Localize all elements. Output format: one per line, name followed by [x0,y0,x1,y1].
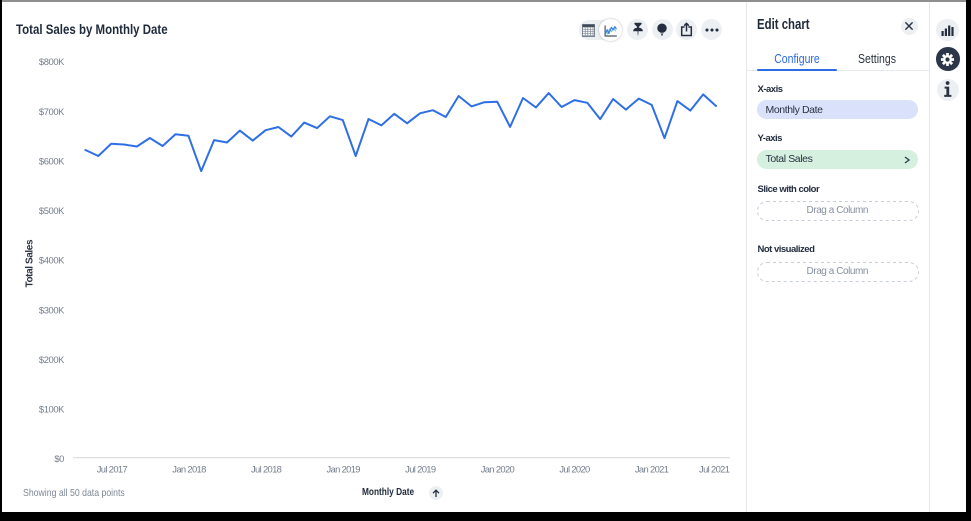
svg-text:Jul 2017: Jul 2017 [97,464,128,475]
svg-text:Jul 2019: Jul 2019 [405,464,436,475]
svg-text:$700K: $700K [39,106,65,117]
svg-text:$0: $0 [54,453,64,464]
svg-text:$300K: $300K [39,304,65,315]
svg-text:$100K: $100K [39,404,65,415]
svg-text:Jul 2018: Jul 2018 [251,464,282,475]
svg-text:$800K: $800K [39,56,65,67]
svg-text:Jul 2020: Jul 2020 [559,464,590,475]
svg-text:Jan 2018: Jan 2018 [172,464,206,475]
svg-text:$600K: $600K [39,155,65,166]
svg-text:$400K: $400K [39,255,65,266]
svg-text:$200K: $200K [39,354,65,365]
svg-text:Jul 2021: Jul 2021 [699,464,730,475]
svg-text:Jan 2019: Jan 2019 [327,464,361,475]
svg-text:Jan 2020: Jan 2020 [481,464,515,475]
svg-text:Total Sales: Total Sales [25,239,36,287]
svg-text:Jan 2021: Jan 2021 [635,464,669,475]
svg-text:$500K: $500K [39,205,65,216]
